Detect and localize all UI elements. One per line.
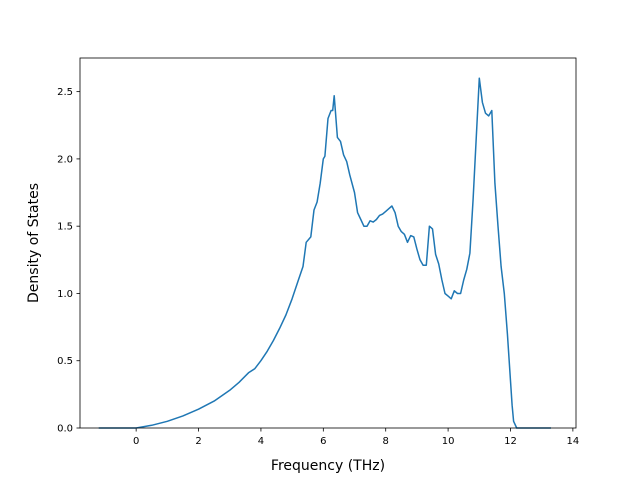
x-axis-label: Frequency (THz) (271, 458, 385, 474)
y-tick-label: 2.5 (57, 87, 73, 98)
x-tick-label: 6 (320, 436, 326, 447)
x-tick-label: 12 (504, 436, 517, 447)
plot-frame (79, 57, 577, 429)
y-tick-label: 0.0 (57, 424, 73, 435)
ticks: 0 2 4 6 8 10 12 14 0.0 0.5 1.0 1.5 2.0 2.5 (57, 87, 579, 447)
plot-area-background (80, 58, 576, 428)
y-axis-label: Density of States (26, 183, 42, 303)
y-tick-label: 1.5 (57, 222, 73, 233)
y-tick-label: 0.5 (57, 356, 73, 367)
y-tick-label: 2.0 (57, 154, 73, 165)
x-tick-label: 0 (133, 436, 139, 447)
x-tick-label: 10 (442, 436, 455, 447)
dos-series-line (98, 77, 551, 429)
y-tick-label: 1.0 (57, 289, 73, 300)
x-tick-label: 14 (567, 436, 580, 447)
x-tick-label: 8 (383, 436, 389, 447)
x-tick-label: 2 (195, 436, 201, 447)
x-tick-label: 4 (258, 436, 264, 447)
